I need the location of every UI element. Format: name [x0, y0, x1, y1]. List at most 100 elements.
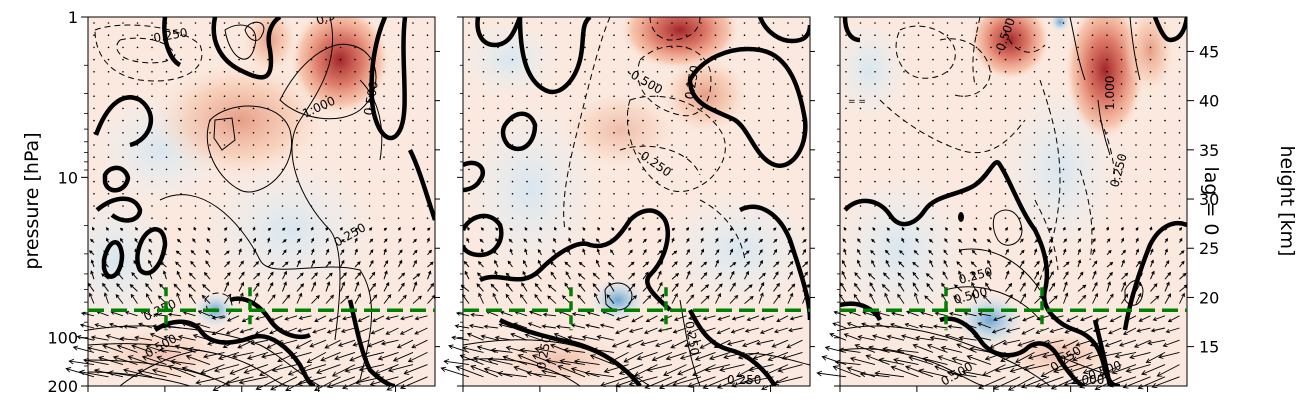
wind-vector: [296, 119, 298, 122]
wind-vector: [495, 227, 499, 231]
wind-vector: [787, 283, 796, 292]
wind-vector: [700, 22, 702, 24]
wind-vector: [672, 327, 687, 334]
wind-vector: [194, 217, 197, 219]
wind-vector: [223, 193, 226, 195]
wind-vector: [628, 249, 633, 256]
wind-vector: [685, 193, 688, 195]
wind-vector: [700, 284, 710, 292]
wind-vector: [93, 132, 95, 134]
wind-vector: [888, 205, 891, 207]
wind-vector: [296, 259, 301, 268]
wind-vector: [1004, 58, 1007, 61]
wind-vector: [180, 132, 182, 134]
wind-vector: [469, 323, 484, 329]
wind-vector: [511, 205, 514, 207]
wind-vector: [627, 193, 630, 195]
wind-vector: [185, 354, 211, 366]
wind-vector: [1141, 364, 1166, 376]
wind-vector: [685, 95, 688, 97]
wind-vector: [1062, 132, 1065, 134]
wind-vector: [497, 370, 528, 378]
wind-vector: [903, 83, 905, 85]
wind-vector: [946, 71, 949, 73]
wind-vector: [255, 376, 283, 391]
wind-vector: [65, 367, 95, 378]
wind-vector: [772, 205, 775, 207]
wind-vector: [1048, 95, 1050, 97]
wind-vector: [497, 107, 499, 110]
wind-vector: [368, 83, 371, 85]
wind-vector: [773, 376, 803, 386]
wind-vector: [1048, 132, 1050, 134]
wind-vector: [238, 132, 240, 134]
wind-vector: [958, 227, 963, 231]
wind-vector: [252, 107, 255, 110]
wind-vector: [932, 168, 934, 171]
wind-vector: [1019, 238, 1024, 243]
wind-vector: [853, 293, 861, 304]
wind-vector: [325, 248, 330, 256]
wind-vector: [700, 168, 702, 171]
wind-vector: [223, 22, 226, 24]
wind-vector: [246, 351, 269, 360]
wind-vector: [859, 83, 862, 85]
wind-vector: [468, 180, 470, 183]
wind-vector: [238, 34, 240, 36]
wind-vector: [547, 295, 557, 304]
wind-vector: [700, 119, 702, 122]
wind-vector: [684, 339, 702, 348]
wind-vector: [397, 168, 400, 171]
wind-vector: [468, 132, 470, 134]
wind-vector: [555, 95, 557, 97]
wind-vector: [468, 83, 470, 85]
wind-vector: [613, 46, 615, 49]
wind-vector: [1077, 205, 1079, 207]
wind-vector: [1004, 168, 1007, 171]
wind-vector: [985, 282, 992, 292]
wind-vector: [269, 327, 283, 335]
wind-vector: [1064, 327, 1079, 334]
wind-vector: [865, 354, 890, 366]
wind-vector: [627, 217, 630, 219]
wind-vector: [1085, 351, 1108, 360]
wind-vector: [337, 339, 356, 347]
wind-vector: [772, 46, 775, 49]
wind-vector: [569, 46, 572, 49]
wind-vector: [715, 259, 719, 268]
wind-vector: [854, 272, 861, 280]
wind-vector: [598, 46, 601, 49]
wind-vector: [90, 259, 95, 268]
wind-vector: [1004, 95, 1007, 97]
wind-vector: [1129, 351, 1151, 360]
wind-vector: [455, 365, 484, 378]
wind-vector: [1048, 71, 1050, 73]
wind-vector: [801, 34, 804, 36]
wind-vector: [226, 315, 240, 322]
wind-vector: [1120, 22, 1123, 24]
wind-vector: [526, 107, 528, 110]
wind-vector: [671, 46, 673, 49]
wind-vector: [194, 22, 197, 24]
wind-vector: [426, 22, 429, 24]
wind-vector: [598, 119, 601, 122]
wind-vector: [482, 22, 485, 24]
wind-vector: [743, 144, 746, 146]
wind-vector: [1019, 293, 1026, 304]
wind-vector: [801, 193, 804, 195]
wind-vector: [781, 351, 803, 360]
wind-vector: [1178, 180, 1181, 183]
wind-vector: [1135, 107, 1137, 110]
wind-vector: [1033, 248, 1038, 255]
wind-vector: [714, 205, 717, 207]
wind-vector: [1178, 95, 1181, 97]
wind-vector: [943, 259, 948, 268]
wind-vector: [1019, 83, 1021, 85]
wind-vector: [932, 180, 934, 183]
wind-vector: [526, 58, 528, 61]
wind-vector: [1077, 83, 1079, 85]
wind-vector: [555, 144, 557, 146]
wind-vector: [238, 292, 244, 304]
wind-vector: [1082, 364, 1108, 375]
wind-vector: [426, 217, 429, 219]
